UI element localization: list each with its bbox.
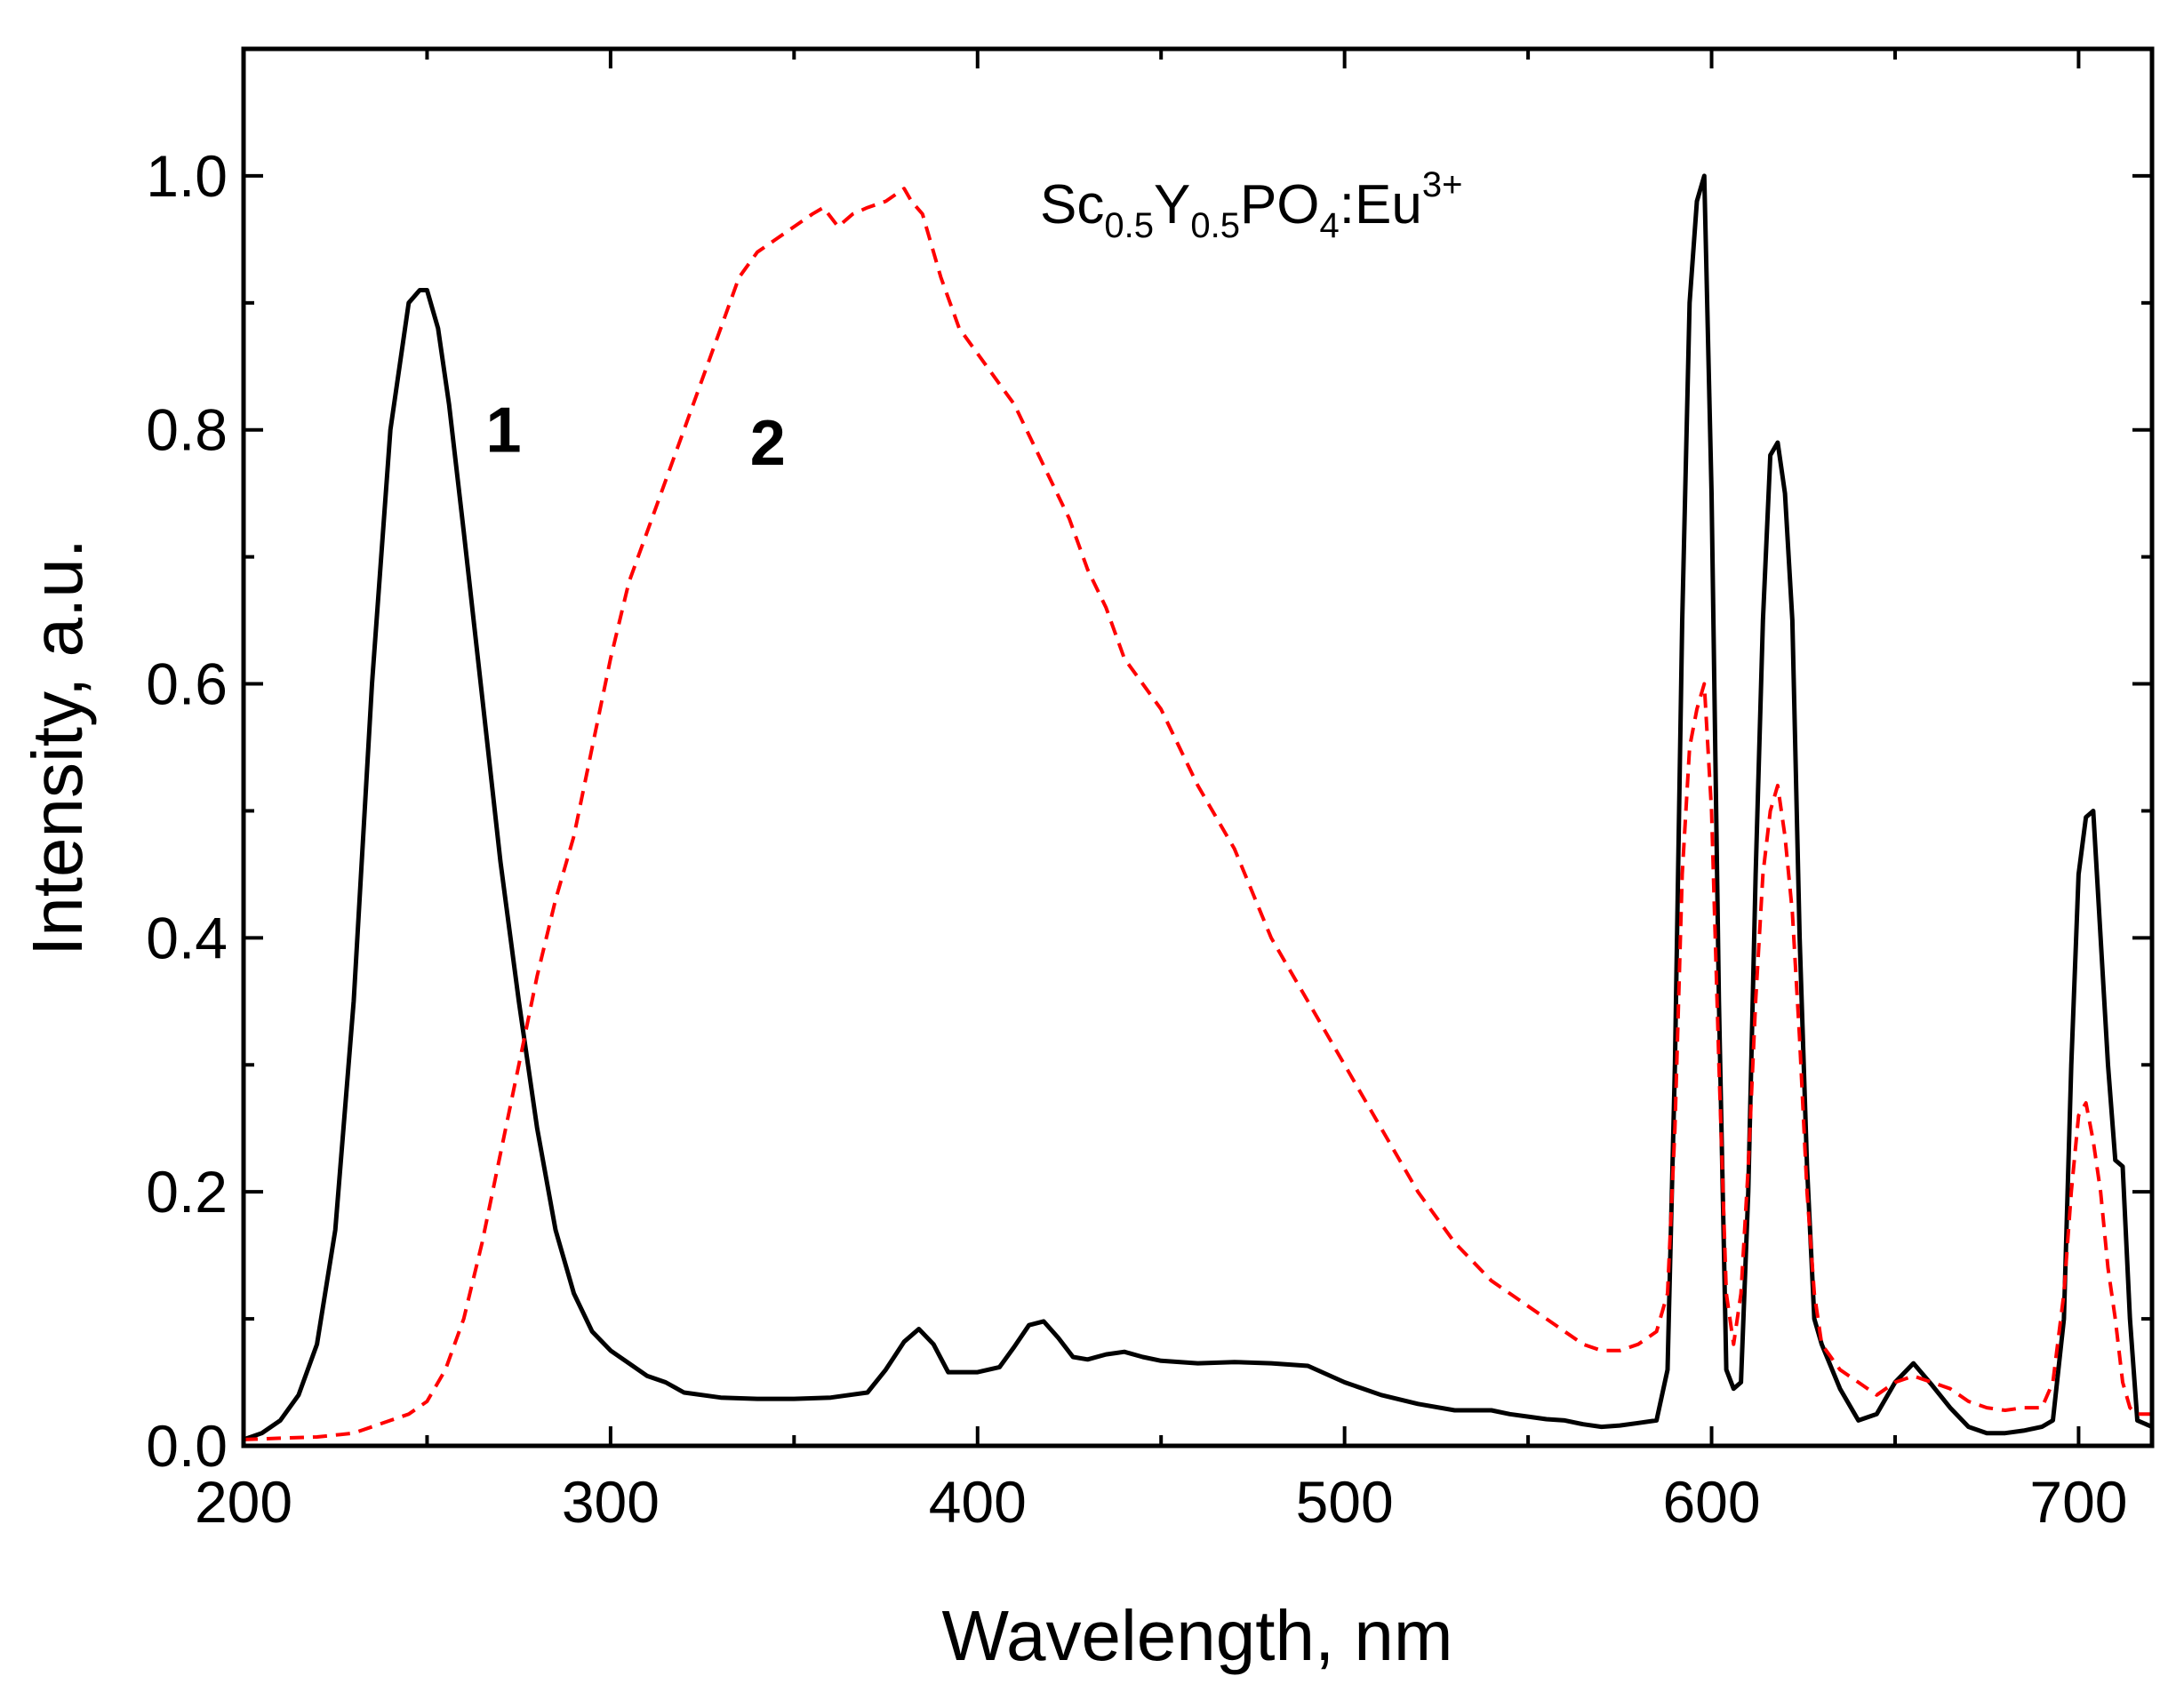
x-tick-label: 500	[1296, 1469, 1394, 1535]
y-tick-label: 0.8	[146, 397, 228, 463]
y-tick-label: 0.2	[146, 1159, 228, 1225]
sample-formula-part: 3+	[1422, 165, 1463, 204]
y-tick-label: 0.0	[146, 1413, 228, 1479]
y-axis-title: Intensity, a.u.	[18, 539, 97, 956]
x-tick-label: 400	[929, 1469, 1027, 1535]
sample-formula-part: 0.5	[1190, 206, 1240, 245]
y-tick-label: 1.0	[146, 143, 228, 209]
y-tick-label: 0.6	[146, 651, 228, 717]
x-tick-label: 700	[2029, 1469, 2127, 1535]
curve-label-1: 1	[486, 395, 522, 467]
sample-formula-annotation: Sc0.5Y0.5PO4:Eu3+	[1040, 165, 1462, 245]
sample-formula-part: Sc	[1040, 174, 1104, 235]
sample-formula-part: Y	[1154, 174, 1190, 235]
x-tick-label: 600	[1662, 1469, 1760, 1535]
sample-formula-part: 0.5	[1104, 206, 1154, 245]
x-tick-label: 200	[195, 1469, 292, 1535]
sample-formula-part: 4	[1320, 206, 1340, 245]
series-line-1	[244, 173, 2152, 1442]
sample-formula-part: :Eu	[1340, 174, 1422, 235]
series-line-2	[244, 187, 2152, 1441]
sample-formula-part: PO	[1240, 174, 1320, 235]
y-tick-label: 0.4	[146, 905, 228, 970]
x-axis-title: Wavelength, nm	[941, 1596, 1452, 1675]
plot-frame	[241, 46, 2155, 1449]
curve-label-2: 2	[750, 408, 786, 479]
x-tick-label: 300	[562, 1469, 660, 1535]
